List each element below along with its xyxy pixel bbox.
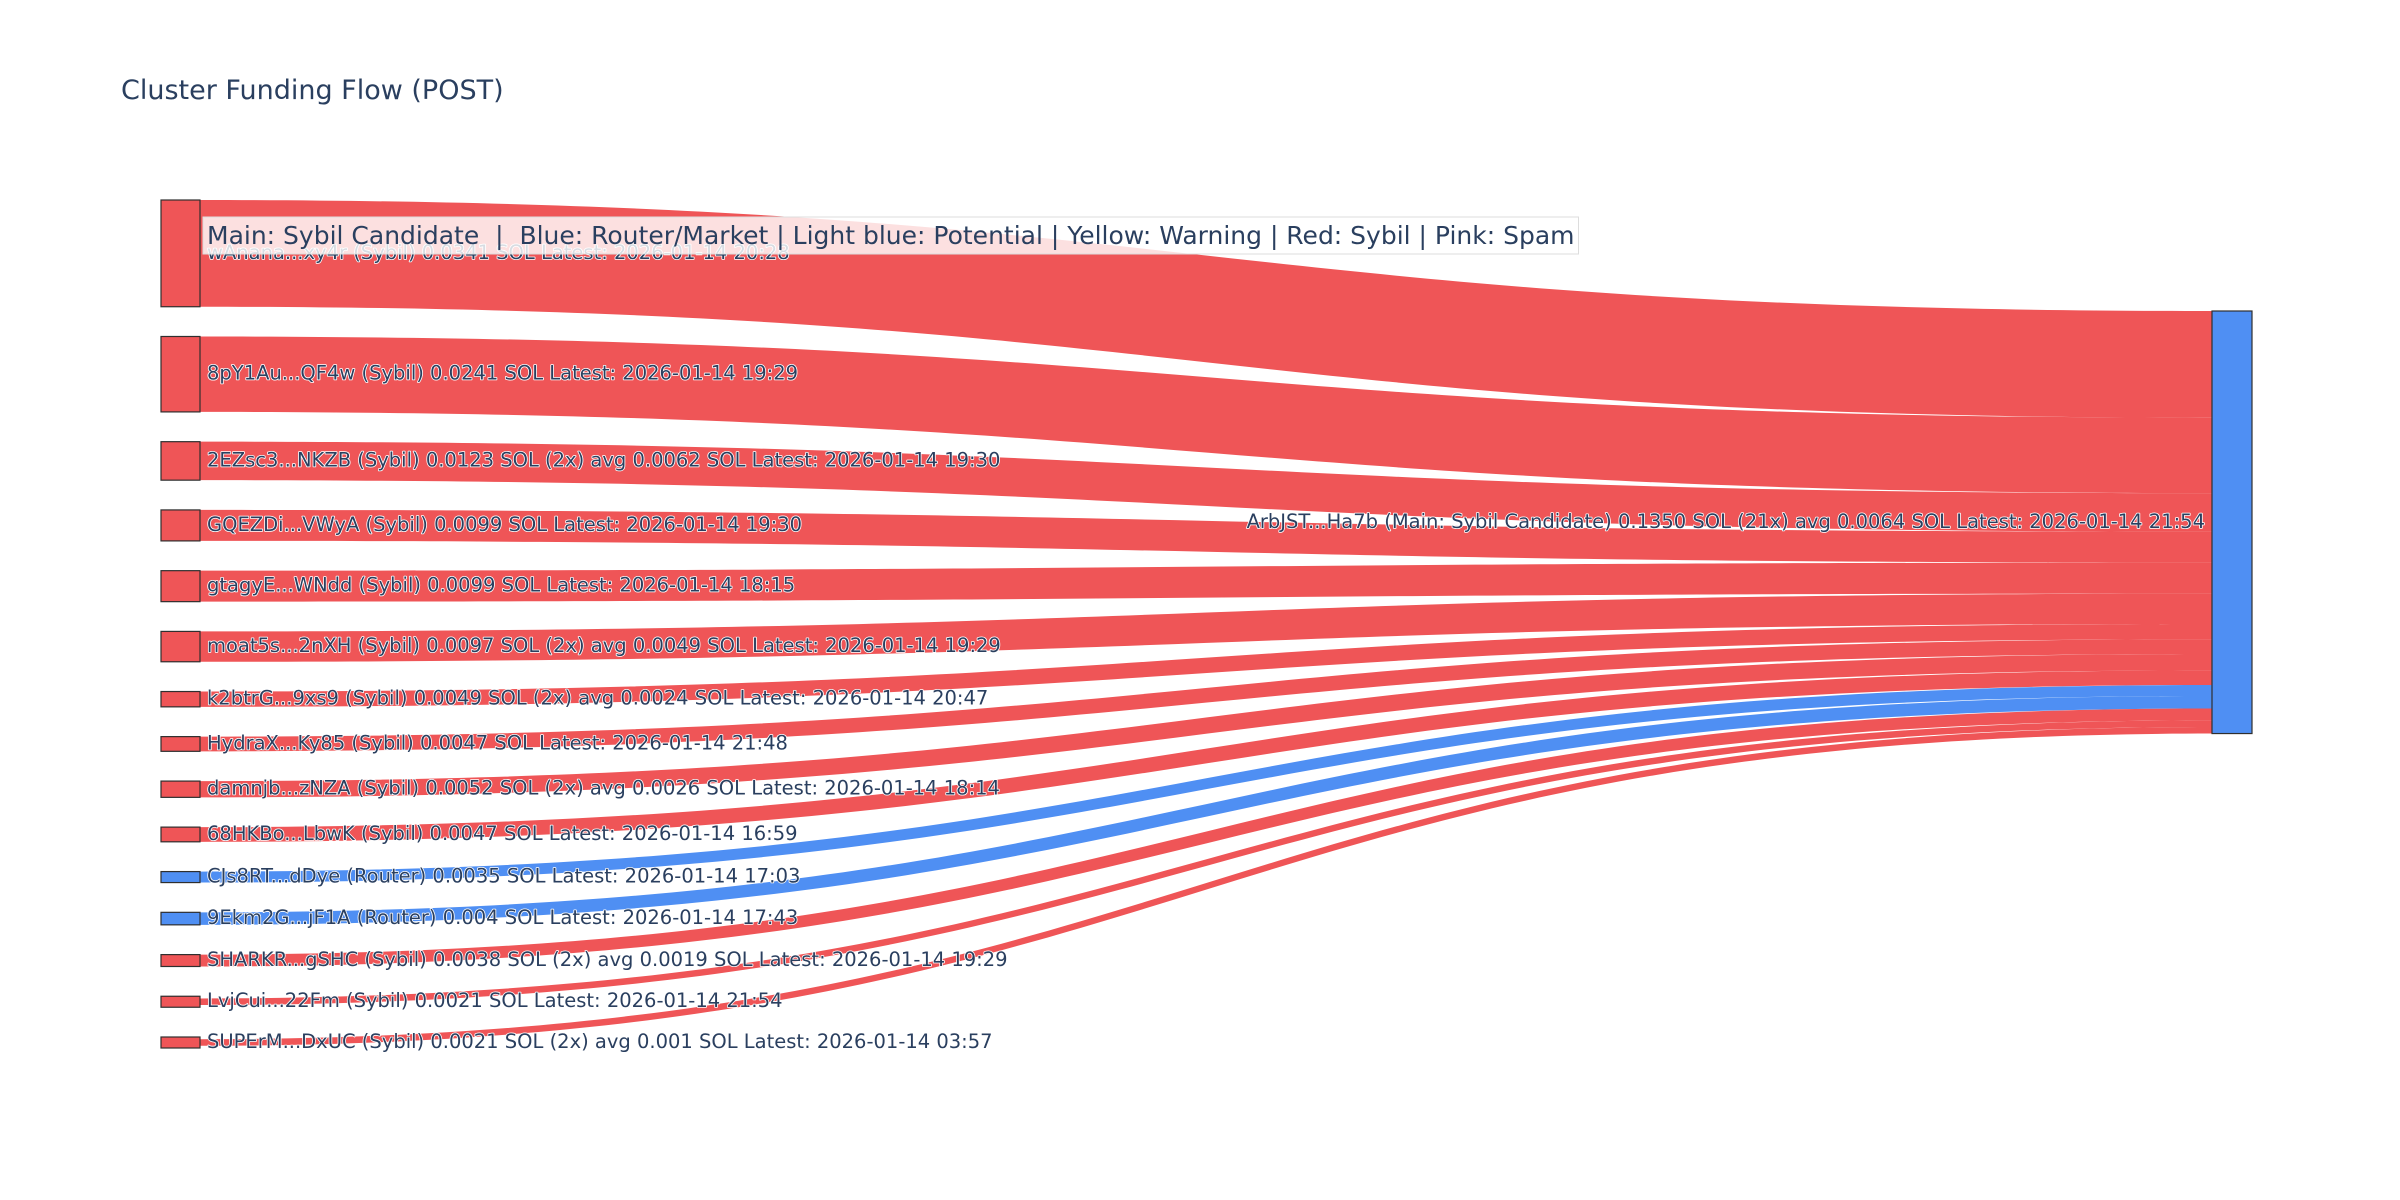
chart-title: Cluster Funding Flow (POST) [121, 75, 504, 106]
label-superm-dxuc: SUPErM...DxUC (Sybil) 0.0021 SOL (2x) av… [207, 1030, 993, 1053]
node-damnjb-znza[interactable] [160, 780, 201, 798]
label-9ekm2g-jf1a: 9Ekm2G...jF1A (Router) 0.004 SOL Latest:… [207, 906, 798, 929]
link-hydrax-ky85[interactable] [200, 639, 2212, 752]
node-hydrax-ky85[interactable] [160, 736, 201, 752]
link-k2btrg-9xs9[interactable] [200, 624, 2212, 707]
node-superm-dxuc[interactable] [160, 1036, 201, 1049]
node-cjs8rt-ddye[interactable] [160, 870, 201, 884]
link-cjs8rt-ddye[interactable] [200, 685, 2212, 883]
label-gqezdi-vwya: GQEZDi...VWyA (Sybil) 0.0099 SOL Latest:… [207, 513, 802, 536]
label-k2btrg-9xs9: k2btrG...9xs9 (Sybil) 0.0049 SOL (2x) av… [207, 687, 988, 710]
label-damnjb-znza: damnjb...zNZA (Sybil) 0.0052 SOL (2x) av… [207, 777, 1000, 800]
link-9ekm2g-jf1a[interactable] [200, 695, 2212, 925]
legend-annotation: Main: Sybil Candidate | Blue: Router/Mar… [202, 216, 1579, 255]
flow-nodes [160, 199, 2253, 1049]
node-target-main[interactable] [2211, 310, 2253, 735]
node-9ekm2g-jf1a[interactable] [160, 911, 201, 926]
link-68hkbo-lbwk[interactable] [200, 670, 2212, 842]
node-68hkbo-lbwk[interactable] [160, 826, 201, 843]
node-gqezdi-vwya[interactable] [160, 509, 201, 542]
label-cjs8rt-ddye: CJs8RT...dDye (Router) 0.0035 SOL Latest… [207, 865, 800, 888]
link-2ezsc3-nkzb[interactable] [200, 441, 2212, 532]
link-moat5s-2nxh[interactable] [200, 593, 2212, 662]
legend-text: Main: Sybil Candidate | Blue: Router/Mar… [207, 221, 1575, 250]
label-hydrax-ky85: HydraX...Ky85 (Sybil) 0.0047 SOL Latest:… [207, 731, 788, 754]
label-target-main: ArbJST...Ha7b (Main: Sybil Candidate) 0.… [1247, 510, 2205, 533]
node-sharkr-gshc[interactable] [160, 953, 201, 968]
legend-box [202, 216, 1579, 255]
label-sharkr-gshc: SHARKR...gSHC (Sybil) 0.0038 SOL (2x) av… [207, 948, 1008, 971]
link-8py1au-qf4w[interactable] [200, 336, 2212, 494]
label-moat5s-2nxh: moat5s...2nXH (Sybil) 0.0097 SOL (2x) av… [207, 634, 1001, 657]
label-68hkbo-lbwk: 68HKBo...LbwK (Sybil) 0.0047 SOL Latest:… [207, 822, 798, 845]
label-gtagye-wndd: gtagyE...WNdd (Sybil) 0.0099 SOL Latest:… [207, 574, 795, 597]
link-superm-dxuc[interactable] [200, 726, 2212, 1046]
node-2ezsc3-nkzb[interactable] [160, 441, 201, 481]
flow-links [200, 200, 2212, 1046]
node-labels: wAnana...xy4r (Sybil) 0.0341 SOL Latest:… [206, 240, 2206, 1054]
node-8py1au-qf4w[interactable] [160, 335, 201, 413]
node-gtagye-wndd[interactable] [160, 570, 201, 603]
link-gtagye-wndd[interactable] [200, 562, 2212, 602]
label-lvjcui-22fm: LvjCui...22Fm (Sybil) 0.0021 SOL Latest:… [207, 989, 783, 1012]
label-2ezsc3-nkzb: 2EZsc3...NKZB (Sybil) 0.0123 SOL (2x) av… [207, 448, 1000, 471]
link-damnjb-znza[interactable] [200, 654, 2212, 798]
link-lvjcui-22fm[interactable] [200, 720, 2212, 1006]
node-wanana-xy4r[interactable] [160, 199, 201, 308]
node-k2btrg-9xs9[interactable] [160, 690, 201, 708]
link-sharkr-gshc[interactable] [200, 708, 2212, 967]
node-moat5s-2nxh[interactable] [160, 630, 201, 663]
label-8py1au-qf4w: 8pY1Au...QF4w (Sybil) 0.0241 SOL Latest:… [207, 362, 798, 385]
link-gqezdi-vwya[interactable] [200, 509, 2212, 563]
node-lvjcui-22fm[interactable] [160, 995, 201, 1008]
